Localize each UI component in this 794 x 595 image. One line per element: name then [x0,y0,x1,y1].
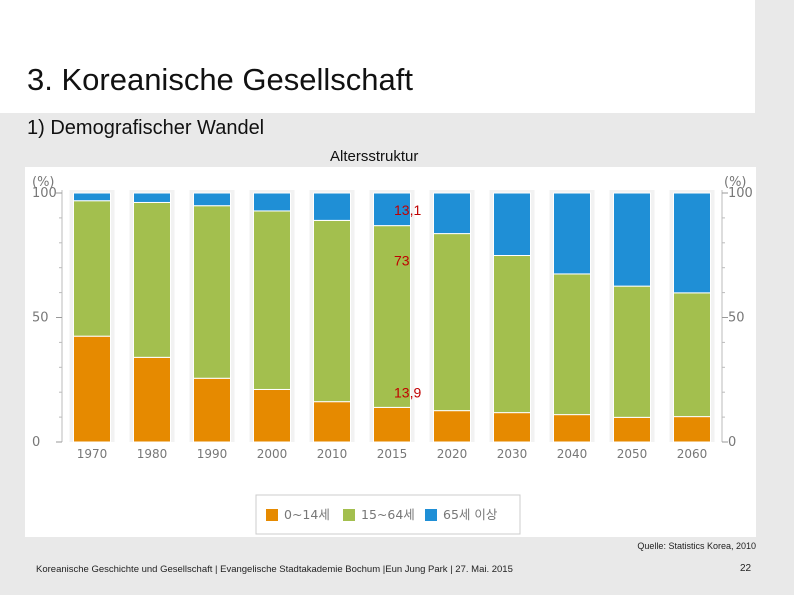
y-tick-label-left: 100 [32,186,57,201]
legend-label: 65세 이상 [443,507,498,522]
bar-segment [493,412,531,443]
bar-segment [313,219,351,403]
bar-segment [73,200,111,337]
slide-title: 3. Koreanische Gesellschaft [27,62,413,97]
x-tick-label: 2040 [557,447,588,461]
legend-swatch [343,509,355,521]
bar-segment [613,192,651,287]
x-tick-label: 2060 [677,447,708,461]
y-tick-label-left: 0 [32,435,40,450]
y-unit-right: (%) [724,175,747,190]
data-annotation: 13,1 [394,202,421,218]
slide-subtitle: 1) Demografischer Wandel [27,117,265,139]
data-annotation: 13,9 [394,384,421,400]
data-annotation: 73 [394,253,410,269]
bar-segment [553,273,591,416]
bar-segment [373,406,411,443]
legend-label: 0~14세 [284,507,330,522]
bar-segment [673,416,711,443]
bar-segment [433,233,471,412]
bar-segment [73,192,111,202]
bar-segment [493,192,531,256]
bar-segment [133,192,171,203]
legend-label: 15~64세 [361,507,415,522]
y-tick-label-right: 0 [728,435,736,450]
bar-segment [613,416,651,443]
bar-segment [253,210,291,390]
bar-segment [613,285,651,418]
title-band [0,0,755,113]
x-tick-label: 1980 [137,447,168,461]
x-tick-label: 1970 [77,447,108,461]
page-number: 22 [740,563,752,574]
bar-segment [673,292,711,418]
bar-segment [193,205,231,379]
bar-segment [553,414,591,443]
x-tick-label: 2020 [437,447,468,461]
bar-segment [73,335,111,443]
bar-segment [313,192,351,221]
chart-heading: Altersstruktur [330,148,419,165]
x-tick-label: 2015 [377,447,408,461]
x-tick-label: 2030 [497,447,528,461]
x-tick-label: 2050 [617,447,648,461]
x-tick-label: 1990 [197,447,228,461]
footer-text: Koreanische Geschichte und Gesellschaft … [36,564,513,575]
bar-segment [193,192,231,207]
bar-segment [193,377,231,443]
bar-segment [253,388,291,443]
bar-segment [133,356,171,443]
chart-panel: 0 0 50 50 100 100 (%) (%) 1970 1980 1990 2000 2010 20… [25,167,756,537]
bar-segment [433,410,471,443]
bar-segment [673,192,711,294]
legend-box [255,494,521,535]
legend-swatch [425,509,437,521]
bar-segment [493,254,531,414]
x-tick-label: 2010 [317,447,348,461]
bar-segment [373,192,411,227]
y-unit-left: (%) [32,175,55,190]
legend-swatch [266,509,278,521]
y-tick-label-right: 50 [728,311,745,326]
bar-segment [553,192,591,275]
bar-segment [373,225,411,408]
y-tick-label-left: 50 [32,311,49,326]
bar-segment [433,192,471,235]
bar-segment [313,401,351,443]
y-tick-label-right: 100 [728,186,753,201]
bar-segment [133,201,171,358]
source-note: Quelle: Statistics Korea, 2010 [637,541,756,551]
bar-segment [253,192,291,212]
x-tick-label: 2000 [257,447,288,461]
